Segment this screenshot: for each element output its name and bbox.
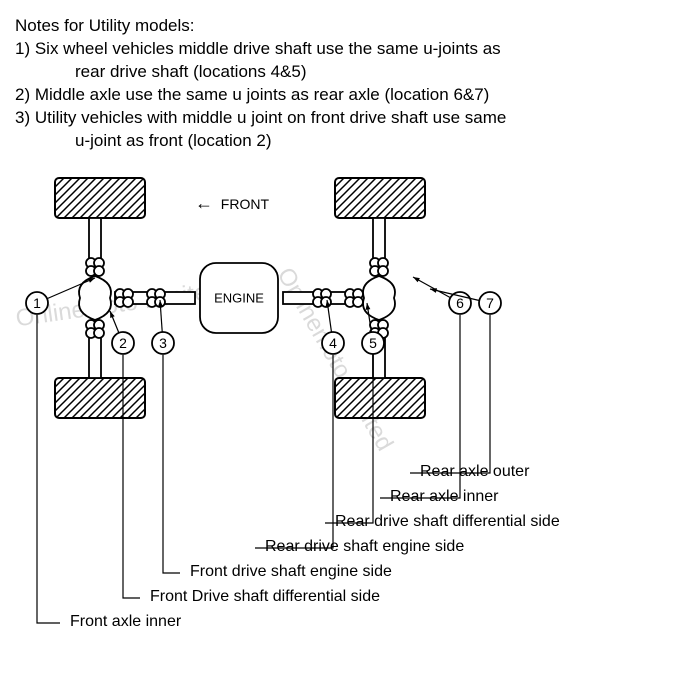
label-rear-axle-outer: Rear axle outer <box>420 463 529 481</box>
label-front-axle-inner: Front axle inner <box>70 613 181 631</box>
svg-text:1: 1 <box>33 295 41 311</box>
svg-text:7: 7 <box>486 295 494 311</box>
callout-2: 2 <box>110 311 134 354</box>
callout-6: 6 <box>413 277 471 314</box>
wheel-front-right <box>55 378 145 418</box>
label-rear-axle-inner: Rear axle inner <box>390 488 499 506</box>
svg-text:2: 2 <box>119 335 127 351</box>
callout-3: 3 <box>152 300 174 354</box>
ujoint-front-top <box>86 258 104 276</box>
ujoint-rear-top <box>370 258 388 276</box>
label-front-shaft-engine: Front drive shaft engine side <box>190 563 392 581</box>
notes-title: Notes for Utility models: <box>15 15 685 38</box>
leader-front-axle-inner <box>37 315 60 623</box>
ujoint-front-bottom <box>86 320 104 338</box>
svg-text:5: 5 <box>369 335 377 351</box>
note-1: 1) Six wheel vehicles middle drive shaft… <box>15 38 685 61</box>
rear-differential <box>363 276 395 320</box>
wheel-rear-left <box>335 178 425 218</box>
ujoint-fds-diff <box>115 289 133 307</box>
notes-block: Notes for Utility models: 1) Six wheel v… <box>15 15 685 153</box>
wheel-front-left <box>55 178 145 218</box>
ujoint-fds-engine <box>147 289 165 307</box>
leader-rear-shaft-engine <box>255 355 333 548</box>
ujoint-rds-diff <box>345 289 363 307</box>
svg-text:6: 6 <box>456 295 464 311</box>
label-rear-shaft-engine: Rear drive shaft engine side <box>265 538 464 556</box>
label-rear-shaft-diff: Rear drive shaft differential side <box>335 513 560 531</box>
wheel-rear-right <box>335 378 425 418</box>
leader-front-shaft-engine <box>163 355 180 573</box>
svg-text:4: 4 <box>329 335 337 351</box>
note-3: 3) Utility vehicles with middle u joint … <box>15 107 685 130</box>
callout-4: 4 <box>322 300 344 354</box>
svg-text:3: 3 <box>159 335 167 351</box>
drivetrain-diagram: Onlinemoto Limited Onlinemoto Limited ← … <box>15 163 685 683</box>
label-front-shaft-diff: Front Drive shaft differential side <box>150 588 380 606</box>
engine-label: ENGINE <box>214 290 264 305</box>
note-3b: u-joint as front (location 2) <box>15 130 685 153</box>
note-1b: rear drive shaft (locations 4&5) <box>15 61 685 84</box>
note-2: 2) Middle axle use the same u joints as … <box>15 84 685 107</box>
